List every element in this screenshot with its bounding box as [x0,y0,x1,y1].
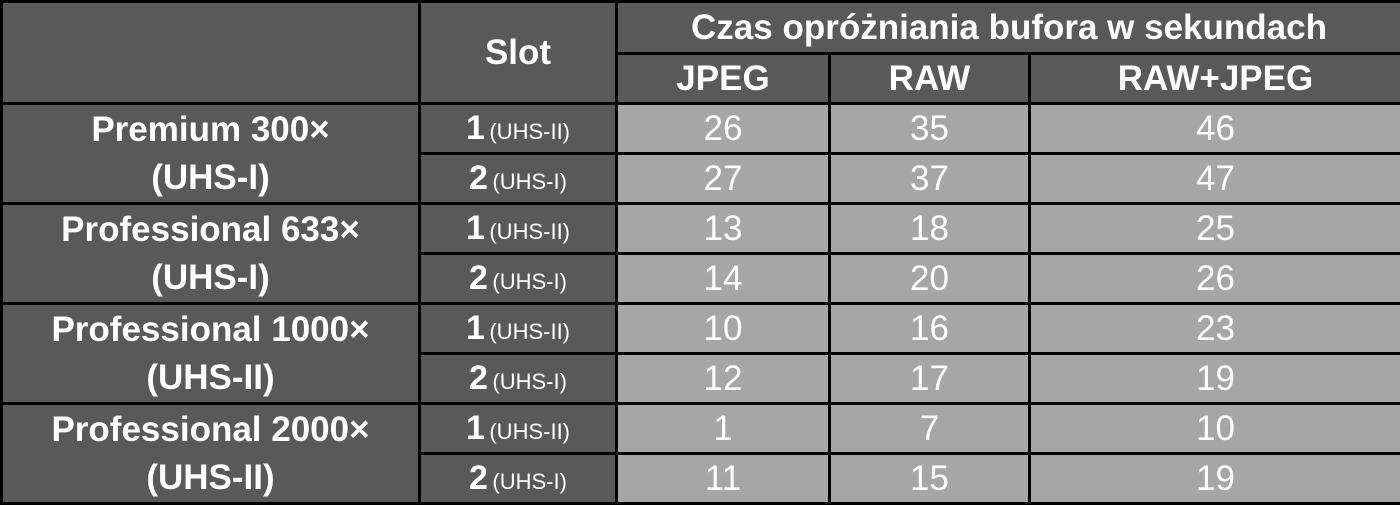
slot-cell: 2 (UHS-I) [420,354,617,404]
slot-type: (UHS-I) [492,369,567,394]
value-cell: 15 [830,454,1030,504]
value-cell: 25 [1030,204,1400,254]
slot-cell: 2 (UHS-I) [420,454,617,504]
card-cell: Premium 300×(UHS-I) [2,104,420,204]
value-cell: 11 [617,454,830,504]
slot-cell: 1 (UHS-II) [420,104,617,154]
slot-number: 1 [466,409,485,447]
value-cell: 19 [1030,354,1400,404]
value-cell: 35 [830,104,1030,154]
slot-number: 2 [469,359,488,397]
slot-number: 2 [469,459,488,497]
column-header: JPEG [617,54,830,104]
card-bus: (UHS-I) [3,154,418,202]
slot-header: Slot [420,2,617,104]
value-cell: 13 [617,204,830,254]
slot-cell: 1 (UHS-II) [420,304,617,354]
slot-number: 1 [466,309,485,347]
value-cell: 23 [1030,304,1400,354]
slot-type: (UHS-II) [489,219,570,244]
slot-type: (UHS-II) [489,319,570,344]
value-cell: 18 [830,204,1030,254]
column-header: RAW [830,54,1030,104]
slot-type: (UHS-II) [489,419,570,444]
card-cell: Professional 2000×(UHS-II) [2,404,420,504]
slot-cell: 2 (UHS-I) [420,154,617,204]
slot-type: (UHS-II) [489,119,570,144]
value-cell: 16 [830,304,1030,354]
value-cell: 27 [617,154,830,204]
value-cell: 12 [617,354,830,404]
slot-type: (UHS-I) [492,269,567,294]
slot-number: 1 [466,209,485,247]
slot-cell: 2 (UHS-I) [420,254,617,304]
value-cell: 10 [1030,404,1400,454]
value-cell: 26 [617,104,830,154]
slot-number: 2 [469,159,488,197]
value-cell: 20 [830,254,1030,304]
slot-type: (UHS-I) [492,169,567,194]
card-cell: Professional 633×(UHS-I) [2,204,420,304]
value-cell: 26 [1030,254,1400,304]
slot-number: 2 [469,259,488,297]
card-name: Professional 2000× [3,406,418,454]
column-header: RAW+JPEG [1030,54,1400,104]
card-name: Premium 300× [3,106,418,154]
value-cell: 10 [617,304,830,354]
slot-type: (UHS-I) [492,469,567,494]
value-cell: 19 [1030,454,1400,504]
value-cell: 7 [830,404,1030,454]
value-cell: 37 [830,154,1030,204]
group-header: Czas opróżniania bufora w sekundach [617,2,1400,54]
card-name: Professional 1000× [3,306,418,354]
value-cell: 17 [830,354,1030,404]
value-cell: 1 [617,404,830,454]
card-bus: (UHS-II) [3,454,418,502]
corner-cell [2,2,420,104]
slot-cell: 1 (UHS-II) [420,404,617,454]
slot-cell: 1 (UHS-II) [420,204,617,254]
value-cell: 47 [1030,154,1400,204]
value-cell: 46 [1030,104,1400,154]
card-name: Professional 633× [3,206,418,254]
slot-number: 1 [466,109,485,147]
value-cell: 14 [617,254,830,304]
card-bus: (UHS-II) [3,354,418,402]
card-bus: (UHS-I) [3,254,418,302]
card-cell: Professional 1000×(UHS-II) [2,304,420,404]
